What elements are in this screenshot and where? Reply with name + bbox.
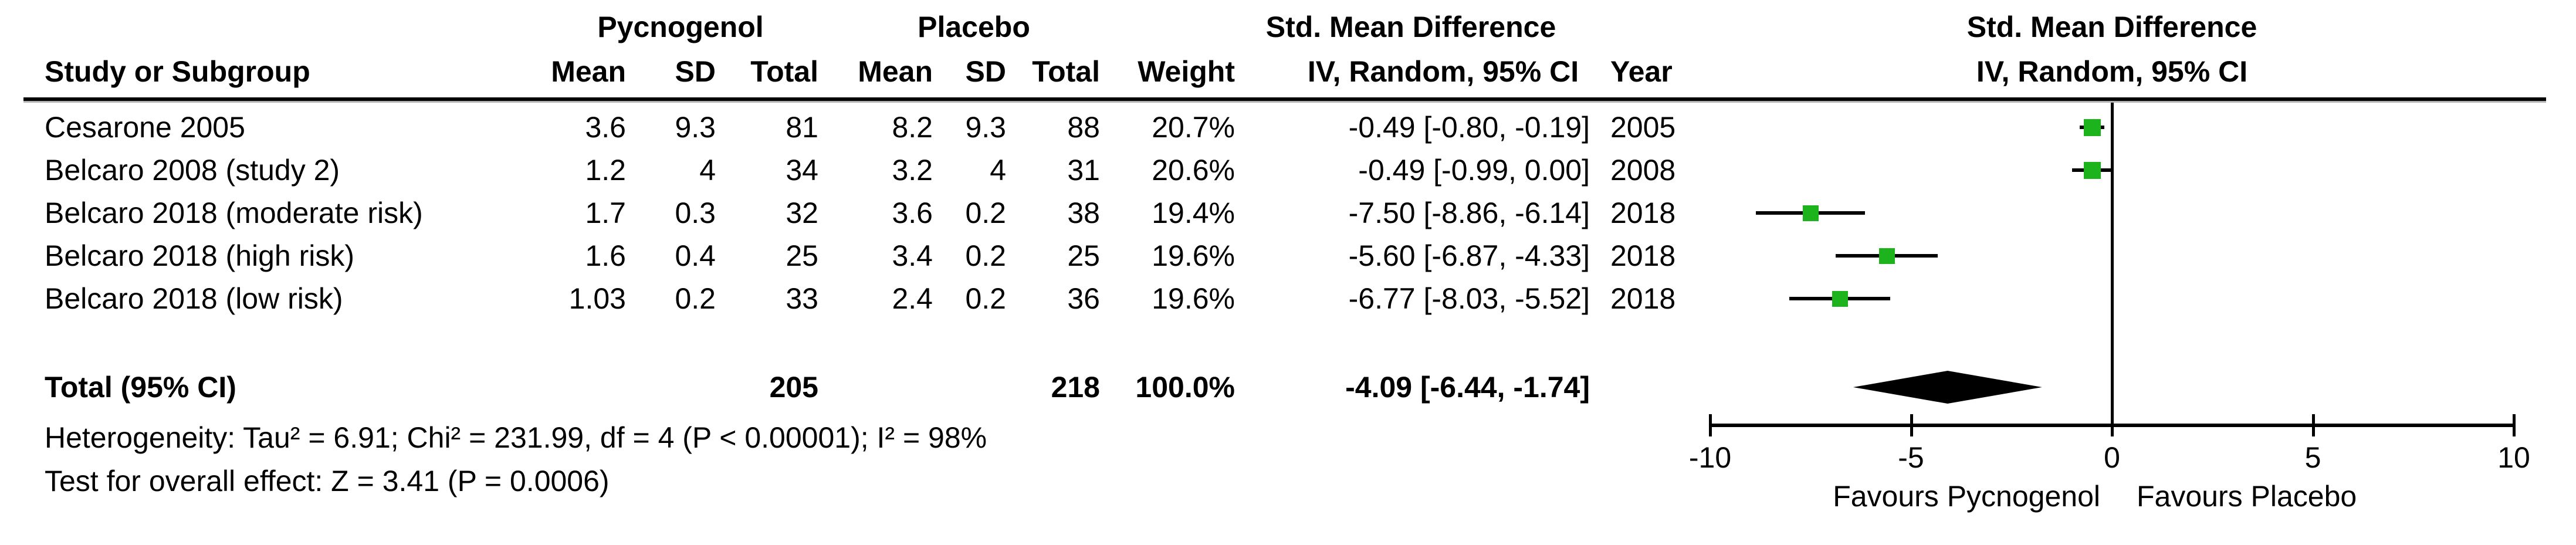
study-row-label: Belcaro 2018 (moderate risk)	[45, 197, 423, 229]
study-row-sd2: 4	[990, 154, 1006, 187]
study-row-year: 2018	[1610, 282, 1676, 315]
study-row-mean2: 2.4	[892, 282, 933, 315]
col-header-mean1: Mean	[551, 55, 626, 88]
study-row-mean1: 1.03	[568, 282, 626, 315]
col-header-total1: Total	[750, 55, 818, 88]
study-row-total1: 34	[786, 154, 818, 187]
study-row-label: Belcaro 2018 (high risk)	[45, 239, 355, 272]
study-row-total1: 33	[786, 282, 818, 315]
effect-square	[2083, 161, 2101, 179]
study-row-total2: 31	[1067, 154, 1100, 187]
study-row-sd1: 0.4	[675, 239, 716, 272]
study-row-sd1: 9.3	[675, 111, 716, 144]
total-row-total1: 205	[769, 371, 818, 404]
study-row-weight: 19.6%	[1152, 282, 1235, 315]
favours-right-label: Favours Placebo	[2137, 480, 2357, 513]
study-row-sd1: 0.3	[675, 197, 716, 229]
study-row-sd1: 4	[699, 154, 716, 187]
smd-table-header: Std. Mean Difference	[1265, 11, 1556, 43]
effect-square	[1832, 290, 1848, 307]
study-row-ci-text: -0.49 [-0.80, -0.19]	[1348, 111, 1590, 144]
axis-tick-label: -10	[1688, 441, 1732, 474]
study-row-label: Belcaro 2018 (low risk)	[45, 282, 343, 315]
study-row-year: 2018	[1610, 239, 1676, 272]
study-row-label: Belcaro 2008 (study 2)	[45, 154, 340, 187]
heterogeneity-text: Heterogeneity: Tau² = 6.91; Chi² = 231.9…	[45, 421, 987, 454]
effect-square	[1878, 248, 1895, 264]
effect-square	[1802, 205, 1819, 221]
total-row-ci: -4.09 [-6.44, -1.74]	[1345, 371, 1590, 404]
axis-tick-label: -5	[1898, 441, 1924, 474]
study-row-ci-text: -0.49 [-0.99, 0.00]	[1358, 154, 1590, 187]
study-row-sd2: 0.2	[965, 197, 1006, 229]
study-row-total2: 36	[1067, 282, 1100, 315]
overall-effect-text: Test for overall effect: Z = 3.41 (P = 0…	[45, 465, 610, 497]
favours-left-label: Favours Pycnogenol	[1833, 480, 2100, 513]
axis-tick-label: 5	[2304, 441, 2321, 474]
total-row-total2: 218	[1051, 371, 1100, 404]
study-row-weight: 20.6%	[1152, 154, 1235, 187]
study-row-mean1: 1.6	[585, 239, 626, 272]
effect-square	[2083, 119, 2101, 136]
study-row-year: 2008	[1610, 154, 1676, 187]
col-header-method: IV, Random, 95% CI	[1307, 55, 1579, 88]
study-row-sd2: 0.2	[965, 282, 1006, 315]
group-header-pycnogenol: Pycnogenol	[597, 11, 764, 43]
axis-tick	[2111, 414, 2114, 436]
study-row-mean2: 3.4	[892, 239, 933, 272]
study-row-year: 2018	[1610, 197, 1676, 229]
col-header-year: Year	[1610, 55, 1673, 88]
study-row-weight: 20.7%	[1152, 111, 1235, 144]
total-row-label: Total (95% CI)	[45, 371, 236, 404]
axis-tick	[2513, 414, 2516, 436]
smd-plot-header: Std. Mean Difference	[1966, 11, 2257, 43]
study-row-sd2: 9.3	[965, 111, 1006, 144]
col-header-total2: Total	[1032, 55, 1100, 88]
study-row-mean1: 1.7	[585, 197, 626, 229]
col-header-weight: Weight	[1138, 55, 1235, 88]
study-row-sd1: 0.2	[675, 282, 716, 315]
study-row-total1: 25	[786, 239, 818, 272]
header-rule	[23, 97, 2546, 103]
pooled-diamond	[1853, 371, 2042, 404]
study-row-mean1: 1.2	[585, 154, 626, 187]
plot-method-header: IV, Random, 95% CI	[1976, 55, 2248, 88]
axis-tick-label: 10	[2497, 441, 2530, 474]
axis-tick	[1709, 414, 1712, 436]
study-row-weight: 19.4%	[1152, 197, 1235, 229]
axis-tick	[1910, 414, 1913, 436]
study-row-total2: 38	[1067, 197, 1100, 229]
study-row-ci-text: -6.77 [-8.03, -5.52]	[1348, 282, 1590, 315]
col-header-sd2: SD	[965, 55, 1006, 88]
study-row-sd2: 0.2	[965, 239, 1006, 272]
study-row-mean2: 3.2	[892, 154, 933, 187]
study-row-ci-text: -5.60 [-6.87, -4.33]	[1348, 239, 1590, 272]
study-row-year: 2005	[1610, 111, 1676, 144]
study-row-total2: 88	[1067, 111, 1100, 144]
col-header-study: Study or Subgroup	[45, 55, 310, 88]
group-header-placebo: Placebo	[918, 11, 1030, 43]
study-row-mean2: 8.2	[892, 111, 933, 144]
study-row-label: Cesarone 2005	[45, 111, 245, 144]
study-row-total2: 25	[1067, 239, 1100, 272]
study-row-mean2: 3.6	[892, 197, 933, 229]
study-row-weight: 19.6%	[1152, 239, 1235, 272]
study-row-mean1: 3.6	[585, 111, 626, 144]
col-header-mean2: Mean	[858, 55, 933, 88]
zero-line	[2111, 103, 2114, 424]
study-row-total1: 32	[786, 197, 818, 229]
study-row-ci-text: -7.50 [-8.86, -6.14]	[1348, 197, 1590, 229]
axis-tick-label: 0	[2104, 441, 2120, 474]
col-header-sd1: SD	[675, 55, 716, 88]
study-row-total1: 81	[786, 111, 818, 144]
total-row-weight: 100.0%	[1135, 371, 1235, 404]
axis-tick	[2311, 414, 2315, 436]
